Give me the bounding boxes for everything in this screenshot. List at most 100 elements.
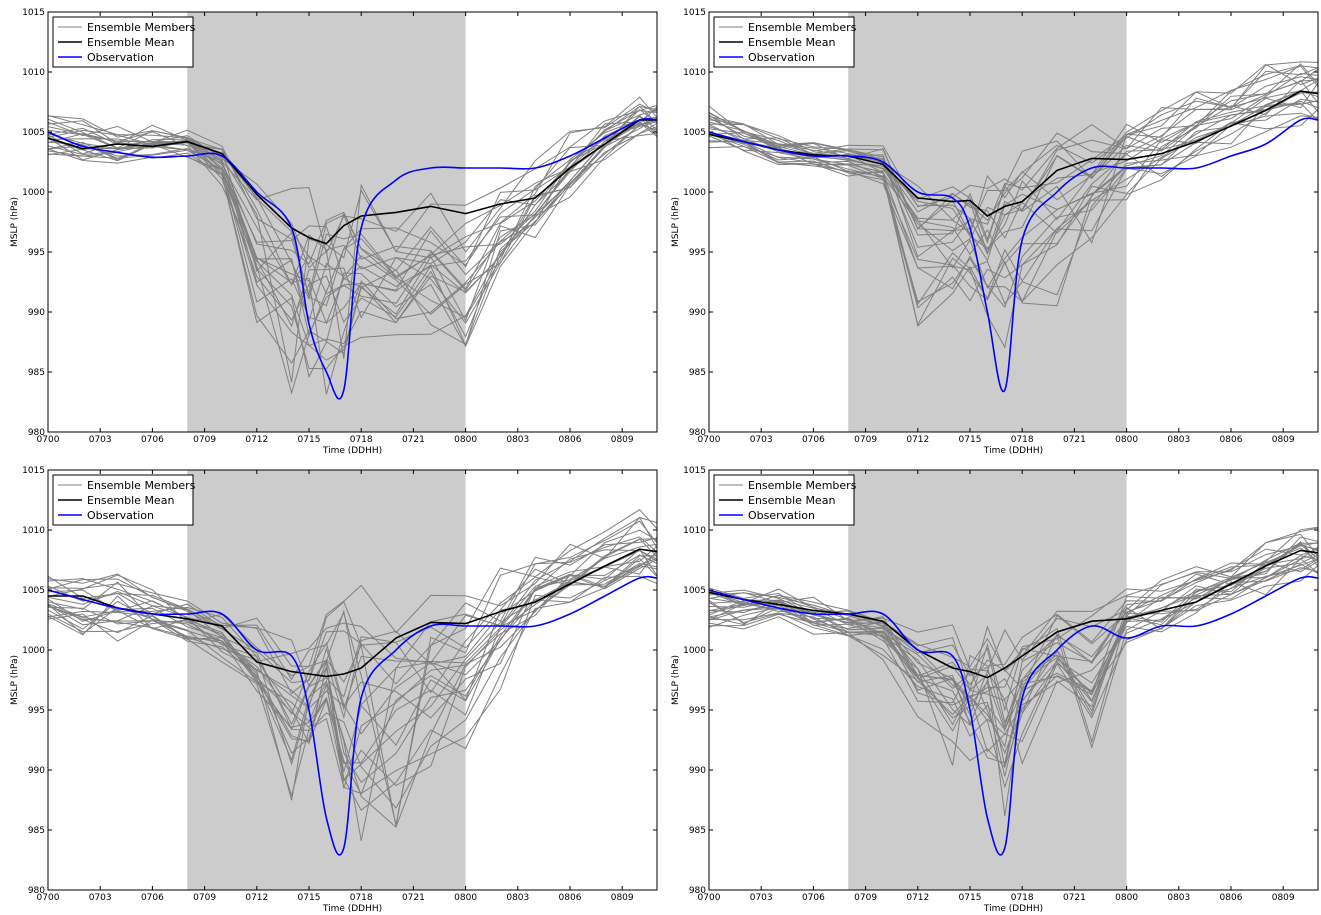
y-tick-label: 985 [28, 826, 45, 836]
chart-svg: 0700 0703 0706 0709 0712 0715 0718 0721 0800 0803… [671, 466, 1319, 914]
y-tick-label: 1005 [22, 586, 45, 596]
x-tick-label: 0800 [1115, 893, 1138, 903]
chart-panel-bottom-left: 0700 0703 0706 0709 0712 0715 0718 0721 0800 0803… [0, 458, 658, 914]
observation-line [709, 117, 1318, 393]
x-tick-label: 0712 [906, 435, 929, 445]
legend-members-label: Ensemble Members [87, 21, 196, 34]
chart-svg: 0700 0703 0706 0709 0712 0715 0718 0721 0800 0803… [671, 8, 1319, 456]
ensemble-member-line [709, 63, 1318, 230]
y-tick-label: 980 [28, 886, 45, 896]
legend-observation-label: Observation [748, 51, 815, 64]
ensemble-member-line [48, 109, 657, 272]
ensemble-member-line [48, 543, 657, 719]
y-tick-label: 1010 [683, 526, 706, 536]
legend: Ensemble Members Ensemble Mean Observation [52, 16, 196, 68]
x-tick-label: 0806 [1220, 893, 1243, 903]
plot-frame [708, 469, 1319, 891]
ensemble-member-line [48, 559, 657, 789]
ensemble-member-line [48, 96, 657, 360]
ensemble-member-line [709, 565, 1318, 769]
ensemble-mean-line [709, 549, 1318, 679]
y-tick-label: 1010 [22, 68, 45, 78]
y-tick-label: 995 [28, 706, 45, 716]
legend-observation-label: Observation [87, 51, 154, 64]
shaded-period [848, 12, 1127, 432]
x-axis-label: Time (DDHH) [322, 904, 382, 914]
ensemble-member-line [709, 567, 1318, 753]
x-tick-label: 0712 [906, 893, 929, 903]
y-tick-label: 1000 [683, 646, 706, 656]
ensemble-member-line [709, 542, 1318, 714]
y-axis-label: MSLP (hPa) [671, 197, 681, 247]
x-tick-label: 0712 [245, 435, 268, 445]
x-tick-label: 0800 [454, 435, 477, 445]
y-tick-label: 995 [689, 248, 706, 258]
x-tick-label: 0809 [1272, 893, 1295, 903]
ensemble-member-line [48, 516, 657, 706]
x-tick-label: 0709 [854, 893, 877, 903]
chart-panel-bottom-right: 0700 0703 0706 0709 0712 0715 0718 0721 0800 0803… [661, 458, 1319, 914]
ensemble-member-line [709, 547, 1318, 731]
legend-observation-label: Observation [87, 509, 154, 522]
ensemble-mean-line [48, 548, 657, 678]
x-tick-label: 0721 [402, 435, 425, 445]
x-tick-label: 0721 [402, 893, 425, 903]
x-tick-label: 0809 [611, 435, 634, 445]
ensemble-member-line [709, 79, 1318, 262]
legend-observation-label: Observation [748, 509, 815, 522]
x-axis-label: Time (DDHH) [322, 446, 382, 456]
ensemble-member-line [48, 554, 657, 829]
legend: Ensemble Members Ensemble Mean Observation [713, 474, 857, 526]
x-tick-label: 0706 [141, 893, 164, 903]
observation-line [48, 575, 657, 856]
y-tick-label: 985 [28, 368, 45, 378]
x-tick-label: 0703 [750, 893, 773, 903]
y-tick-label: 985 [689, 826, 706, 836]
ensemble-member-line [48, 115, 657, 324]
ensemble-member-line [48, 536, 657, 664]
x-tick-label: 0721 [1063, 893, 1086, 903]
y-tick-label: 1010 [683, 68, 706, 78]
plot-frame [47, 469, 658, 891]
legend-mean-label: Ensemble Mean [748, 494, 835, 507]
ensemble-member-line [48, 103, 657, 255]
legend-mean-label: Ensemble Mean [748, 36, 835, 49]
chart-panel-top-right: 0700 0703 0706 0709 0712 0715 0718 0721 0800 0803… [661, 0, 1319, 456]
observation-line [48, 117, 657, 400]
ensemble-member-line [709, 72, 1318, 249]
y-tick-label: 990 [28, 766, 45, 776]
legend-mean-label: Ensemble Mean [87, 36, 174, 49]
ensemble-member-line [709, 526, 1318, 693]
x-tick-label: 0715 [959, 893, 982, 903]
x-tick-label: 0712 [245, 893, 268, 903]
x-tick-label: 0709 [193, 893, 216, 903]
y-tick-label: 980 [689, 886, 706, 896]
chart-svg: 0700 0703 0706 0709 0712 0715 0718 0721 0800 0803… [10, 8, 658, 456]
y-tick-label: 990 [689, 766, 706, 776]
x-tick-label: 0700 [698, 893, 721, 903]
y-tick-label: 990 [689, 308, 706, 318]
x-tick-label: 0800 [1115, 435, 1138, 445]
y-axis-label: MSLP (hPa) [10, 655, 20, 705]
ensemble-member-line [48, 116, 657, 338]
x-tick-label: 0718 [350, 893, 373, 903]
x-tick-label: 0715 [298, 893, 321, 903]
ensemble-mean-line [709, 90, 1318, 217]
y-axis-label: MSLP (hPa) [671, 655, 681, 705]
x-tick-label: 0803 [1167, 435, 1190, 445]
x-tick-label: 0803 [1167, 893, 1190, 903]
ensemble-member-line [709, 542, 1318, 766]
y-tick-label: 1005 [683, 586, 706, 596]
y-tick-label: 980 [28, 428, 45, 438]
x-tick-label: 0703 [89, 435, 112, 445]
chart-panel-top-left: 0700 0703 0706 0709 0712 0715 0718 0721 0800 0803… [0, 0, 658, 456]
y-tick-label: 1015 [22, 8, 45, 18]
y-tick-label: 1005 [683, 128, 706, 138]
x-tick-label: 0809 [1272, 435, 1295, 445]
legend-members-label: Ensemble Members [748, 21, 857, 34]
ensemble-member-line [709, 98, 1318, 289]
x-tick-label: 0709 [854, 435, 877, 445]
x-tick-label: 0709 [193, 435, 216, 445]
y-tick-label: 1005 [22, 128, 45, 138]
y-tick-label: 1000 [22, 188, 45, 198]
